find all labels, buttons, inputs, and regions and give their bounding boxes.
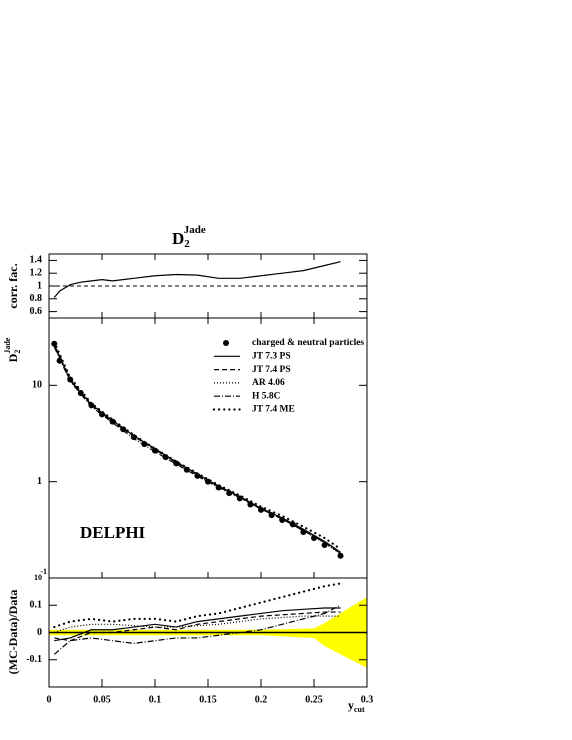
series-line [53, 341, 342, 551]
y-axis-label: D2Jade [3, 337, 22, 362]
series-line [54, 615, 341, 634]
legend-label: JT 7.3 PS [252, 351, 291, 361]
y-tick-label: 0 [37, 627, 42, 638]
x-axis-label: ycut [348, 698, 365, 714]
series-line [53, 345, 341, 554]
series-line [53, 346, 341, 554]
ylabel-sub: 2 [13, 350, 22, 354]
y-tick-label: 1 [37, 476, 42, 487]
y-tick-label: 0.6 [30, 306, 43, 317]
legend-label: charged & neutral particles [252, 338, 364, 348]
ylabel-main: D [6, 353, 20, 362]
chart-title: D2 Jade [172, 224, 206, 250]
x-tick-label: 0.15 [199, 694, 217, 705]
title-sub: 2 [184, 238, 190, 250]
x-tick-label: 0.05 [93, 694, 111, 705]
series-line [54, 611, 341, 642]
y-tick-label: -1 [40, 567, 47, 576]
y-tick-label: 0.8 [30, 293, 43, 304]
y-tick-label: 1.4 [30, 255, 43, 266]
series-line [53, 345, 341, 553]
xlabel-sub: cut [354, 705, 365, 714]
legend-label: H 5.8C [252, 391, 281, 401]
series-line [53, 604, 341, 655]
y-tick-label: 0.1 [30, 600, 43, 611]
x-tick-label: 0.2 [255, 694, 268, 705]
data-point [337, 552, 344, 559]
xlabel-main: y [348, 698, 354, 712]
series-line [53, 261, 341, 298]
y-tick-label: 1 [37, 280, 42, 291]
annotation: DELPHI [80, 523, 146, 542]
ylabel-sup: Jade [3, 337, 12, 353]
series-line [53, 582, 342, 629]
legend-label: JT 7.4 ME [252, 405, 295, 415]
y-tick-label: -0.1 [26, 654, 42, 665]
title-sup: Jade [184, 224, 206, 236]
title-main: D [172, 229, 184, 248]
x-tick-label: 0.1 [149, 694, 162, 705]
x-tick-label: 0.3 [361, 694, 374, 705]
y-axis-label: (MC-Data)/Data [6, 590, 20, 675]
legend-label: AR 4.06 [252, 378, 285, 388]
y-axis-label: corr. fac. [6, 263, 20, 308]
x-tick-label: 0 [47, 694, 52, 705]
y-tick-label: 10 [32, 380, 42, 391]
series-line [54, 607, 341, 642]
x-tick-label: 0.25 [305, 694, 323, 705]
plot-frame [48, 253, 368, 319]
legend-label: JT 7.4 PS [252, 365, 291, 375]
y-tick-label: 10 [34, 573, 42, 582]
y-tick-label: 1.2 [30, 267, 43, 278]
legend-marker [223, 340, 229, 346]
